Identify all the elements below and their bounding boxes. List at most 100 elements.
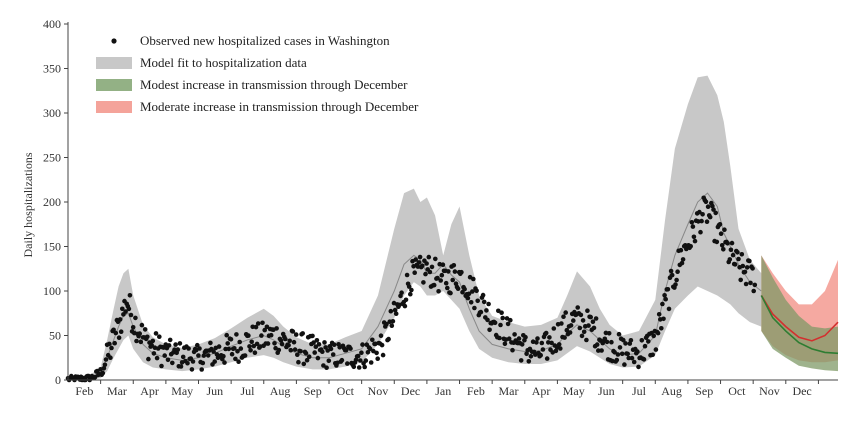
observed-point bbox=[339, 357, 345, 363]
observed-point bbox=[730, 252, 736, 258]
observed-point bbox=[137, 331, 142, 336]
observed-point bbox=[697, 209, 702, 215]
observed-point bbox=[123, 309, 128, 314]
observed-point bbox=[390, 319, 396, 324]
observed-point bbox=[609, 339, 614, 345]
observed-point bbox=[590, 319, 596, 325]
observed-point bbox=[283, 336, 288, 342]
observed-point bbox=[675, 269, 680, 275]
observed-point bbox=[296, 359, 301, 365]
y-tick-label: 350 bbox=[43, 62, 61, 76]
observed-point bbox=[559, 321, 564, 326]
observed-point bbox=[651, 333, 656, 339]
observed-point bbox=[108, 355, 113, 361]
observed-point bbox=[591, 325, 597, 331]
observed-point bbox=[326, 358, 332, 364]
observed-point bbox=[248, 348, 253, 353]
x-tick-label: Aug bbox=[661, 384, 682, 398]
observed-point bbox=[743, 281, 749, 287]
modest-projection-band bbox=[761, 255, 838, 372]
observed-point bbox=[363, 358, 369, 363]
observed-point bbox=[696, 219, 701, 224]
observed-point bbox=[679, 260, 685, 266]
observed-point bbox=[631, 359, 637, 365]
observed-point bbox=[421, 280, 426, 285]
observed-point bbox=[540, 347, 546, 352]
observed-point bbox=[211, 349, 216, 354]
observed-point bbox=[450, 277, 456, 283]
observed-point bbox=[111, 327, 116, 333]
observed-point bbox=[173, 342, 178, 347]
observed-point bbox=[722, 227, 727, 232]
observed-point bbox=[544, 356, 550, 361]
observed-point bbox=[455, 286, 461, 292]
observed-point bbox=[368, 360, 374, 365]
observed-point bbox=[661, 316, 666, 322]
observed-point bbox=[353, 357, 359, 363]
observed-point bbox=[462, 286, 467, 292]
observed-point bbox=[558, 346, 563, 351]
observed-point bbox=[322, 340, 327, 345]
observed-point bbox=[303, 351, 309, 356]
observed-point bbox=[735, 250, 740, 255]
observed-point bbox=[663, 296, 668, 302]
observed-point bbox=[721, 247, 726, 252]
observed-point bbox=[367, 346, 373, 352]
observed-point bbox=[690, 224, 696, 229]
observed-point bbox=[669, 272, 675, 278]
observed-point bbox=[506, 336, 512, 342]
observed-point bbox=[621, 337, 626, 343]
observed-point bbox=[571, 318, 576, 323]
observed-point bbox=[732, 262, 738, 267]
observed-point bbox=[424, 261, 429, 266]
observed-point bbox=[142, 327, 148, 332]
observed-point bbox=[247, 344, 252, 349]
observed-point bbox=[646, 339, 651, 344]
observed-point bbox=[470, 289, 475, 294]
observed-point bbox=[575, 305, 580, 310]
observed-point bbox=[443, 280, 449, 286]
observed-point bbox=[499, 310, 504, 316]
observed-point bbox=[126, 306, 132, 312]
observed-point bbox=[516, 336, 522, 341]
x-tick-label: May bbox=[171, 384, 193, 398]
x-tick-label: Oct bbox=[728, 384, 746, 398]
x-tick-label: Jul bbox=[632, 384, 647, 398]
x-tick-label: Jan bbox=[435, 384, 451, 398]
observed-point bbox=[103, 357, 109, 362]
observed-point bbox=[362, 364, 368, 370]
observed-point bbox=[328, 346, 334, 352]
legend-label: Moderate increase in transmission throug… bbox=[140, 99, 419, 114]
observed-point bbox=[523, 334, 528, 340]
observed-point bbox=[617, 345, 623, 350]
observed-point bbox=[359, 350, 364, 356]
observed-point bbox=[233, 356, 238, 362]
observed-point bbox=[568, 323, 574, 328]
y-tick-label: 100 bbox=[43, 284, 61, 298]
observed-point bbox=[564, 327, 570, 333]
observed-point bbox=[673, 282, 678, 287]
observed-point bbox=[190, 359, 196, 364]
observed-point bbox=[478, 309, 484, 315]
observed-point bbox=[626, 355, 631, 361]
observed-point bbox=[313, 344, 319, 350]
observed-point bbox=[655, 330, 661, 336]
observed-point bbox=[692, 238, 698, 244]
x-tick-label: Jul bbox=[240, 384, 255, 398]
observed-point bbox=[295, 352, 300, 358]
observed-point bbox=[553, 348, 559, 354]
observed-point bbox=[288, 347, 294, 353]
observed-point bbox=[439, 272, 445, 278]
observed-point bbox=[748, 280, 753, 286]
y-axis-label: Daily hospitalizations bbox=[21, 152, 35, 257]
observed-point bbox=[662, 293, 667, 298]
observed-point bbox=[747, 258, 752, 264]
observed-point bbox=[628, 338, 634, 343]
observed-point bbox=[321, 363, 326, 368]
observed-point bbox=[298, 349, 303, 354]
observed-point bbox=[538, 352, 543, 358]
observed-point bbox=[139, 322, 145, 328]
observed-point bbox=[700, 212, 705, 217]
observed-point bbox=[435, 275, 440, 281]
moderate-projection-line bbox=[760, 295, 839, 342]
